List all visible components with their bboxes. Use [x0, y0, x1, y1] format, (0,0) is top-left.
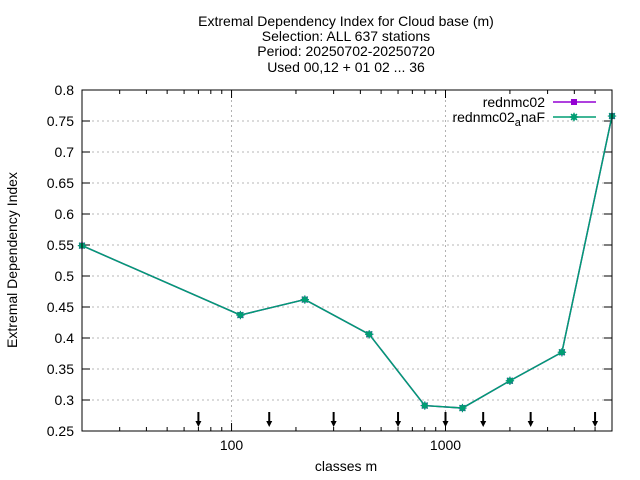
legend-label-2-sub: a — [515, 117, 522, 129]
sample-arrow-head — [395, 421, 402, 427]
series-2-point-star — [458, 403, 467, 413]
legend-label-2: rednmc02anaF — [452, 109, 545, 129]
y-tick-label: 0.8 — [55, 82, 75, 98]
legend: rednmc02 rednmc02anaF — [452, 94, 596, 129]
sample-arrow-head — [266, 421, 273, 427]
legend-marker-2-dot — [571, 114, 577, 120]
sample-arrow-head — [330, 421, 337, 427]
y-axis-label: Extremal Dependency Index — [4, 172, 20, 348]
sample-arrow-head — [527, 421, 534, 427]
series-2-point-star — [236, 310, 245, 320]
sample-arrows — [195, 412, 599, 427]
y-tick-label: 0.55 — [47, 237, 74, 253]
legend-entry-1: rednmc02 — [483, 94, 596, 110]
legend-label-1: rednmc02 — [483, 94, 545, 110]
title-line-1: Extremal Dependency Index for Cloud base… — [198, 13, 494, 29]
plot-frame — [81, 89, 613, 432]
x-tick-label: 1000 — [430, 437, 461, 453]
y-tick-label: 0.5 — [55, 268, 75, 284]
y-tick-label: 0.6 — [55, 206, 75, 222]
y-tick-label: 0.4 — [55, 330, 75, 346]
legend-entry-2: rednmc02anaF — [452, 109, 596, 129]
title-line-4: Used 00,12 + 01 02 ... 36 — [267, 59, 425, 75]
series-2-point-star — [505, 376, 515, 385]
y-tick-label: 0.3 — [55, 392, 75, 408]
legend-label-2-main: rednmc02 — [452, 109, 514, 125]
series-layer — [77, 111, 617, 413]
y-tick-label: 0.7 — [55, 144, 75, 160]
y-tick-label: 0.25 — [47, 423, 74, 439]
y-axis-ticks: 0.25 0.3 0.35 0.4 0.45 0.5 0.55 0.6 0.65 0.7 0.75 0… — [47, 82, 612, 439]
y-tick-label: 0.35 — [47, 361, 74, 377]
title-line-3: Period: 20250702-20250720 — [257, 43, 435, 59]
x-tick-label: 100 — [220, 437, 244, 453]
y-tick-label: 0.65 — [47, 175, 74, 191]
sample-arrow-head — [195, 421, 202, 427]
sample-arrow-head — [480, 421, 487, 427]
x-axis-label: classes m — [315, 458, 377, 474]
x-axis-ticks: 100 1000 — [119, 90, 596, 453]
sample-arrow-head — [442, 421, 449, 427]
title-line-2: Selection: ALL 637 stations — [262, 28, 430, 44]
series-2-point-star — [300, 295, 310, 304]
y-tick-label: 0.45 — [47, 299, 74, 315]
legend-label-2-suffix: naF — [521, 109, 545, 125]
series-2-point-star — [420, 401, 429, 410]
grid — [82, 90, 612, 431]
chart-title: Extremal Dependency Index for Cloud base… — [198, 13, 494, 75]
series-2-point-star — [557, 348, 567, 357]
sample-arrow-head — [592, 421, 599, 427]
series-2-point-star — [365, 330, 374, 339]
y-tick-label: 0.75 — [47, 113, 74, 129]
legend-marker-1 — [571, 99, 577, 105]
